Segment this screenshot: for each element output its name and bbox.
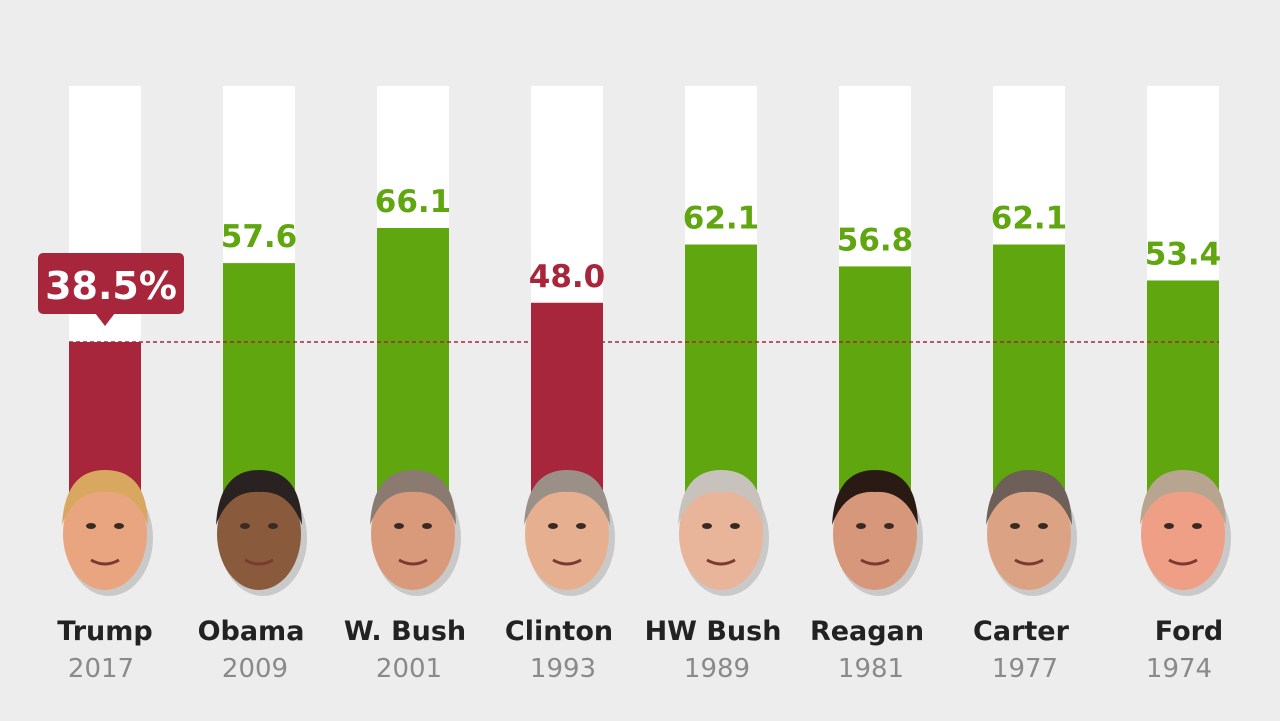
bar <box>531 302 603 501</box>
bar-group-trump: 38.5% Trump 2017 <box>38 86 184 684</box>
portrait-icon <box>524 470 615 596</box>
bar <box>839 266 911 501</box>
x-tick-label: Obama <box>198 616 305 647</box>
bar-group-ford: 53.4 Ford 1974 <box>1140 86 1231 684</box>
year-label: 1974 <box>1146 654 1212 684</box>
year-label: 2009 <box>222 654 288 684</box>
portrait-icon <box>370 470 461 596</box>
bar-group-w-bush: 66.1 W. Bush 2001 <box>344 86 466 684</box>
value-callout: 38.5% <box>38 253 184 326</box>
portrait-icon <box>216 470 307 596</box>
year-label: 2017 <box>68 654 134 684</box>
bar <box>685 244 757 502</box>
portrait-icon <box>832 470 923 596</box>
data-label: 53.4 <box>1145 236 1222 272</box>
data-label: 38.5% <box>45 264 177 308</box>
portrait-icon <box>62 470 153 596</box>
year-label: 1989 <box>684 654 750 684</box>
x-tick-label: Ford <box>1155 616 1224 647</box>
bar <box>377 228 449 501</box>
bar-group-hw-bush: 62.1 HW Bush 1989 <box>645 86 782 684</box>
year-label: 1981 <box>838 654 904 684</box>
portrait-icon <box>1140 470 1231 596</box>
bar-group-carter: 62.1 Carter 1977 <box>973 86 1077 684</box>
data-label: 56.8 <box>837 222 914 258</box>
x-tick-label: W. Bush <box>344 616 466 647</box>
portrait-icon <box>678 470 769 596</box>
bar <box>223 263 295 501</box>
data-label: 57.6 <box>221 219 298 255</box>
x-tick-label: Reagan <box>810 616 924 647</box>
x-tick-label: HW Bush <box>645 616 782 647</box>
year-label: 1977 <box>992 654 1058 684</box>
x-tick-label: Carter <box>973 616 1070 647</box>
year-label: 1993 <box>530 654 596 684</box>
data-label: 66.1 <box>375 184 452 220</box>
bar-group-obama: 57.6 Obama 2009 <box>198 86 307 684</box>
x-tick-label: Clinton <box>505 616 613 647</box>
x-tick-label: Trump <box>57 616 152 647</box>
data-label: 48.0 <box>529 259 606 295</box>
bar-group-reagan: 56.8 Reagan 1981 <box>810 86 924 684</box>
callout-box <box>38 253 184 314</box>
year-label: 2001 <box>376 654 442 684</box>
portrait-icon <box>986 470 1077 596</box>
bar-group-clinton: 48.0 Clinton 1993 <box>505 86 615 684</box>
bar <box>1147 280 1219 501</box>
bar <box>993 244 1065 502</box>
data-label: 62.1 <box>991 201 1068 237</box>
data-label: 62.1 <box>683 201 760 237</box>
callout-pointer <box>95 313 115 326</box>
